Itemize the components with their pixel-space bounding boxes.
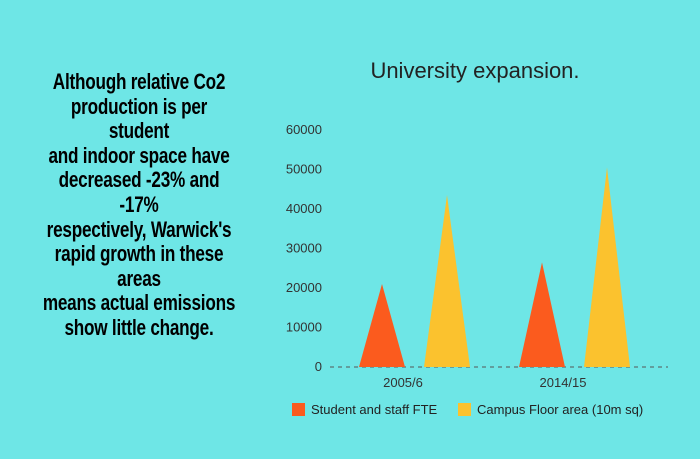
description-line: means actual emissions bbox=[42, 290, 236, 316]
bar-triangle bbox=[519, 262, 565, 367]
chart-title: University expansion. bbox=[370, 58, 580, 83]
description-line: decreased -23% and -17% bbox=[58, 167, 220, 217]
description-line: and indoor space have bbox=[48, 142, 230, 168]
bar-triangle bbox=[424, 195, 470, 367]
y-tick-label: 50000 bbox=[286, 162, 322, 177]
legend-label: Student and staff FTE bbox=[311, 402, 438, 417]
y-tick-label: 30000 bbox=[286, 241, 322, 256]
legend-swatch bbox=[458, 403, 471, 416]
description-text-block: Although relative Co2 production is per … bbox=[42, 69, 237, 341]
legend-swatch bbox=[292, 403, 305, 416]
description-line: production is per student bbox=[70, 93, 208, 144]
bar-triangle bbox=[584, 167, 630, 367]
y-tick-label: 40000 bbox=[286, 201, 322, 216]
y-tick-label: 60000 bbox=[286, 122, 322, 137]
y-tick-label: 0 bbox=[315, 359, 322, 374]
y-tick-label: 10000 bbox=[286, 320, 322, 335]
y-tick-label: 20000 bbox=[286, 280, 322, 295]
description-line: respectively, Warwick's bbox=[46, 216, 232, 242]
description-line: rapid growth in these areas bbox=[54, 241, 224, 291]
legend-label: Campus Floor area (10m sq) bbox=[477, 402, 643, 417]
x-tick-label: 2014/15 bbox=[540, 375, 587, 390]
x-tick-label: 2005/6 bbox=[383, 375, 423, 390]
bar-triangle bbox=[359, 284, 405, 367]
description-line: show little change. bbox=[64, 314, 214, 340]
description-line: Although relative Co2 bbox=[52, 69, 226, 94]
